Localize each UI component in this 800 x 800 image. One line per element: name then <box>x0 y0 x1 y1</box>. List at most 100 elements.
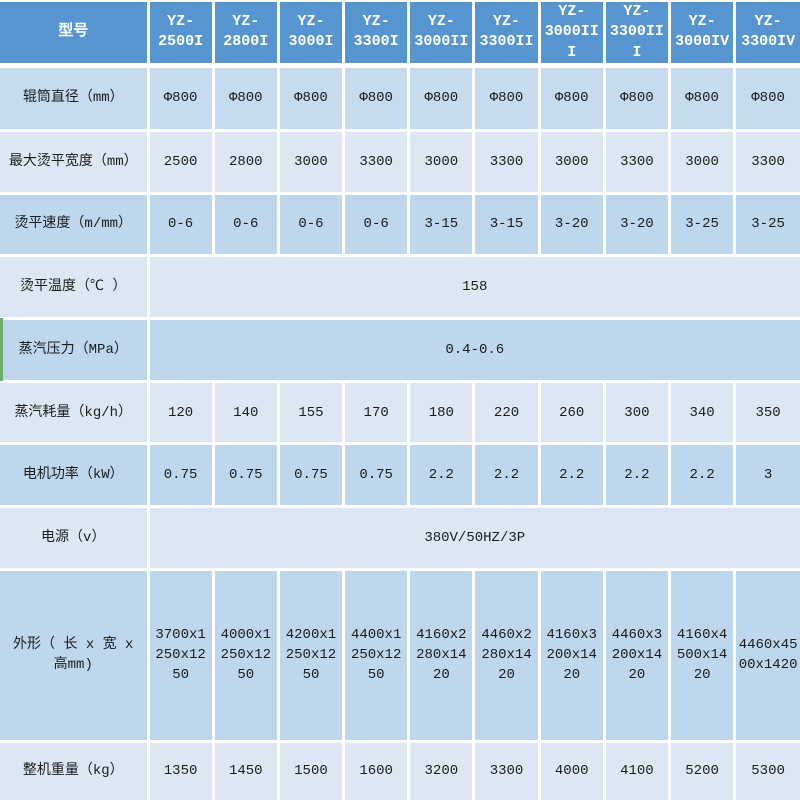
table-row: 最大烫平宽度（mm） 2500 2800 3000 3300 3000 3300 3000 33… <box>0 129 800 195</box>
row-label-cell: 蒸汽压力（MPa） <box>0 317 150 383</box>
data-cell: Φ800 <box>537 63 606 133</box>
model-header-cell: YZ-3300III <box>602 0 672 68</box>
model-header-cell: YZ-3000I <box>276 0 346 68</box>
data-cell: 1500 <box>276 739 346 800</box>
table-row: 蒸汽耗量（kg/h） 120 140 155 170 180 220 260 300 340 350 <box>0 379 800 446</box>
model-header-cell: YZ-3000III <box>537 0 606 68</box>
data-cell: 1350 <box>146 739 215 800</box>
data-cell: 3-25 <box>733 191 800 258</box>
data-cell: 4000 <box>537 739 606 800</box>
data-cell: 2.2 <box>472 442 541 509</box>
data-cell: 340 <box>667 379 737 446</box>
model-header-cell: YZ-3300I <box>342 0 411 68</box>
data-cell: 260 <box>537 379 606 446</box>
data-cell: 0-6 <box>342 191 411 258</box>
row-label-cell: 外形（ 长 x 宽 x 高mm) <box>0 567 150 743</box>
data-cell: 300 <box>602 379 672 446</box>
row-label-cell: 最大烫平宽度（mm） <box>0 129 150 195</box>
data-cell: 3300 <box>472 739 541 800</box>
data-cell: 2.2 <box>602 442 672 509</box>
model-column-title: 型号 <box>0 0 150 68</box>
data-cell: 155 <box>276 379 346 446</box>
data-cell: 5300 <box>733 739 800 800</box>
table-row: 烫平速度（m/mm） 0-6 0-6 0-6 0-6 3-15 3-15 3-20 3-20 3-… <box>0 191 800 258</box>
row-label-cell: 蒸汽耗量（kg/h） <box>0 379 150 446</box>
table-row: 电源（v） 380V/50HZ/3P <box>0 505 800 571</box>
data-cell: 5200 <box>667 739 737 800</box>
data-cell: 3300 <box>602 129 672 195</box>
table-row: 外形（ 长 x 宽 x 高mm) 3700x1250x1250 4000x1250x… <box>0 567 800 743</box>
data-cell: 2.2 <box>667 442 737 509</box>
data-cell: 4000x1250x1250 <box>211 567 280 743</box>
data-cell: 180 <box>407 379 476 446</box>
row-label-cell: 电源（v） <box>0 505 150 571</box>
data-cell: Φ800 <box>472 63 541 133</box>
green-edge-artifact <box>0 318 3 381</box>
table-row: 辊筒直径（mm） Φ800 Φ800 Φ800 Φ800 Φ800 Φ800 Φ800 Φ800… <box>0 63 800 133</box>
model-header-cell: YZ-3300IV <box>733 0 800 68</box>
table-header: 型号 YZ-2500I YZ-2800I YZ-3000I YZ-3300I YZ-300… <box>0 0 800 68</box>
data-cell: 3000 <box>276 129 346 195</box>
data-cell: 3000 <box>407 129 476 195</box>
data-cell: 3000 <box>537 129 606 195</box>
data-cell: 3-15 <box>472 191 541 258</box>
data-cell: Φ800 <box>211 63 280 133</box>
data-cell: 3700x1250x1250 <box>146 567 215 743</box>
data-cell: 4200x1250x1250 <box>276 567 346 743</box>
header-row: 型号 YZ-2500I YZ-2800I YZ-3000I YZ-3300I YZ-300… <box>0 0 800 68</box>
data-cell-span: 380V/50HZ/3P <box>146 505 800 571</box>
data-cell: 0.75 <box>146 442 215 509</box>
data-cell-span: 0.4-0.6 <box>146 317 800 383</box>
data-cell: Φ800 <box>342 63 411 133</box>
data-cell: 350 <box>733 379 800 446</box>
data-cell: 2.2 <box>537 442 606 509</box>
data-cell: 2.2 <box>407 442 476 509</box>
data-cell: 0.75 <box>276 442 346 509</box>
data-cell: 4460x2280x1420 <box>472 567 541 743</box>
table-row: 电机功率（kW） 0.75 0.75 0.75 0.75 2.2 2.2 2.2 2.2 2.2 3 <box>0 442 800 509</box>
data-cell: 3-25 <box>667 191 737 258</box>
data-cell: 4160x2280x1420 <box>407 567 476 743</box>
data-cell: 0.75 <box>342 442 411 509</box>
table-row: 整机重量（kg） 1350 1450 1500 1600 3200 3300 4000 4100… <box>0 739 800 800</box>
row-label-cell: 辊筒直径（mm） <box>0 63 150 133</box>
data-cell: 120 <box>146 379 215 446</box>
data-cell: 170 <box>342 379 411 446</box>
row-label-cell: 整机重量（kg） <box>0 739 150 800</box>
data-cell: 3000 <box>667 129 737 195</box>
data-cell: 1600 <box>342 739 411 800</box>
data-cell-span: 158 <box>146 254 800 321</box>
data-cell: 3-15 <box>407 191 476 258</box>
table-row: 烫平温度（℃ ） 158 <box>0 254 800 321</box>
data-cell: 3300 <box>472 129 541 195</box>
data-cell: 140 <box>211 379 280 446</box>
data-cell: 0-6 <box>211 191 280 258</box>
row-label-cell: 电机功率（kW） <box>0 442 150 509</box>
model-header-cell: YZ-3000II <box>407 0 476 68</box>
model-header-cell: YZ-2500I <box>146 0 215 68</box>
data-cell: 4160x4500x1420 <box>667 567 737 743</box>
data-cell: Φ800 <box>667 63 737 133</box>
data-cell: 4400x1250x1250 <box>342 567 411 743</box>
data-cell: 3200 <box>407 739 476 800</box>
table-row: 蒸汽压力（MPa） 0.4-0.6 <box>0 317 800 383</box>
model-header-cell: YZ-2800I <box>211 0 280 68</box>
data-cell: 4160x3200x1420 <box>537 567 606 743</box>
data-cell: 0-6 <box>146 191 215 258</box>
data-cell: 2800 <box>211 129 280 195</box>
row-label-cell: 烫平温度（℃ ） <box>0 254 150 321</box>
data-cell: 220 <box>472 379 541 446</box>
data-cell: 1450 <box>211 739 280 800</box>
data-cell: 4460x4500x1420 <box>733 567 800 743</box>
data-cell: 4100 <box>602 739 672 800</box>
data-cell: 4460x3200x1420 <box>602 567 672 743</box>
data-cell: Φ800 <box>602 63 672 133</box>
data-cell: 3-20 <box>537 191 606 258</box>
data-cell: 3 <box>733 442 800 509</box>
data-cell: 3300 <box>733 129 800 195</box>
data-cell: Φ800 <box>407 63 476 133</box>
data-cell: Φ800 <box>276 63 346 133</box>
row-label-cell: 烫平速度（m/mm） <box>0 191 150 258</box>
